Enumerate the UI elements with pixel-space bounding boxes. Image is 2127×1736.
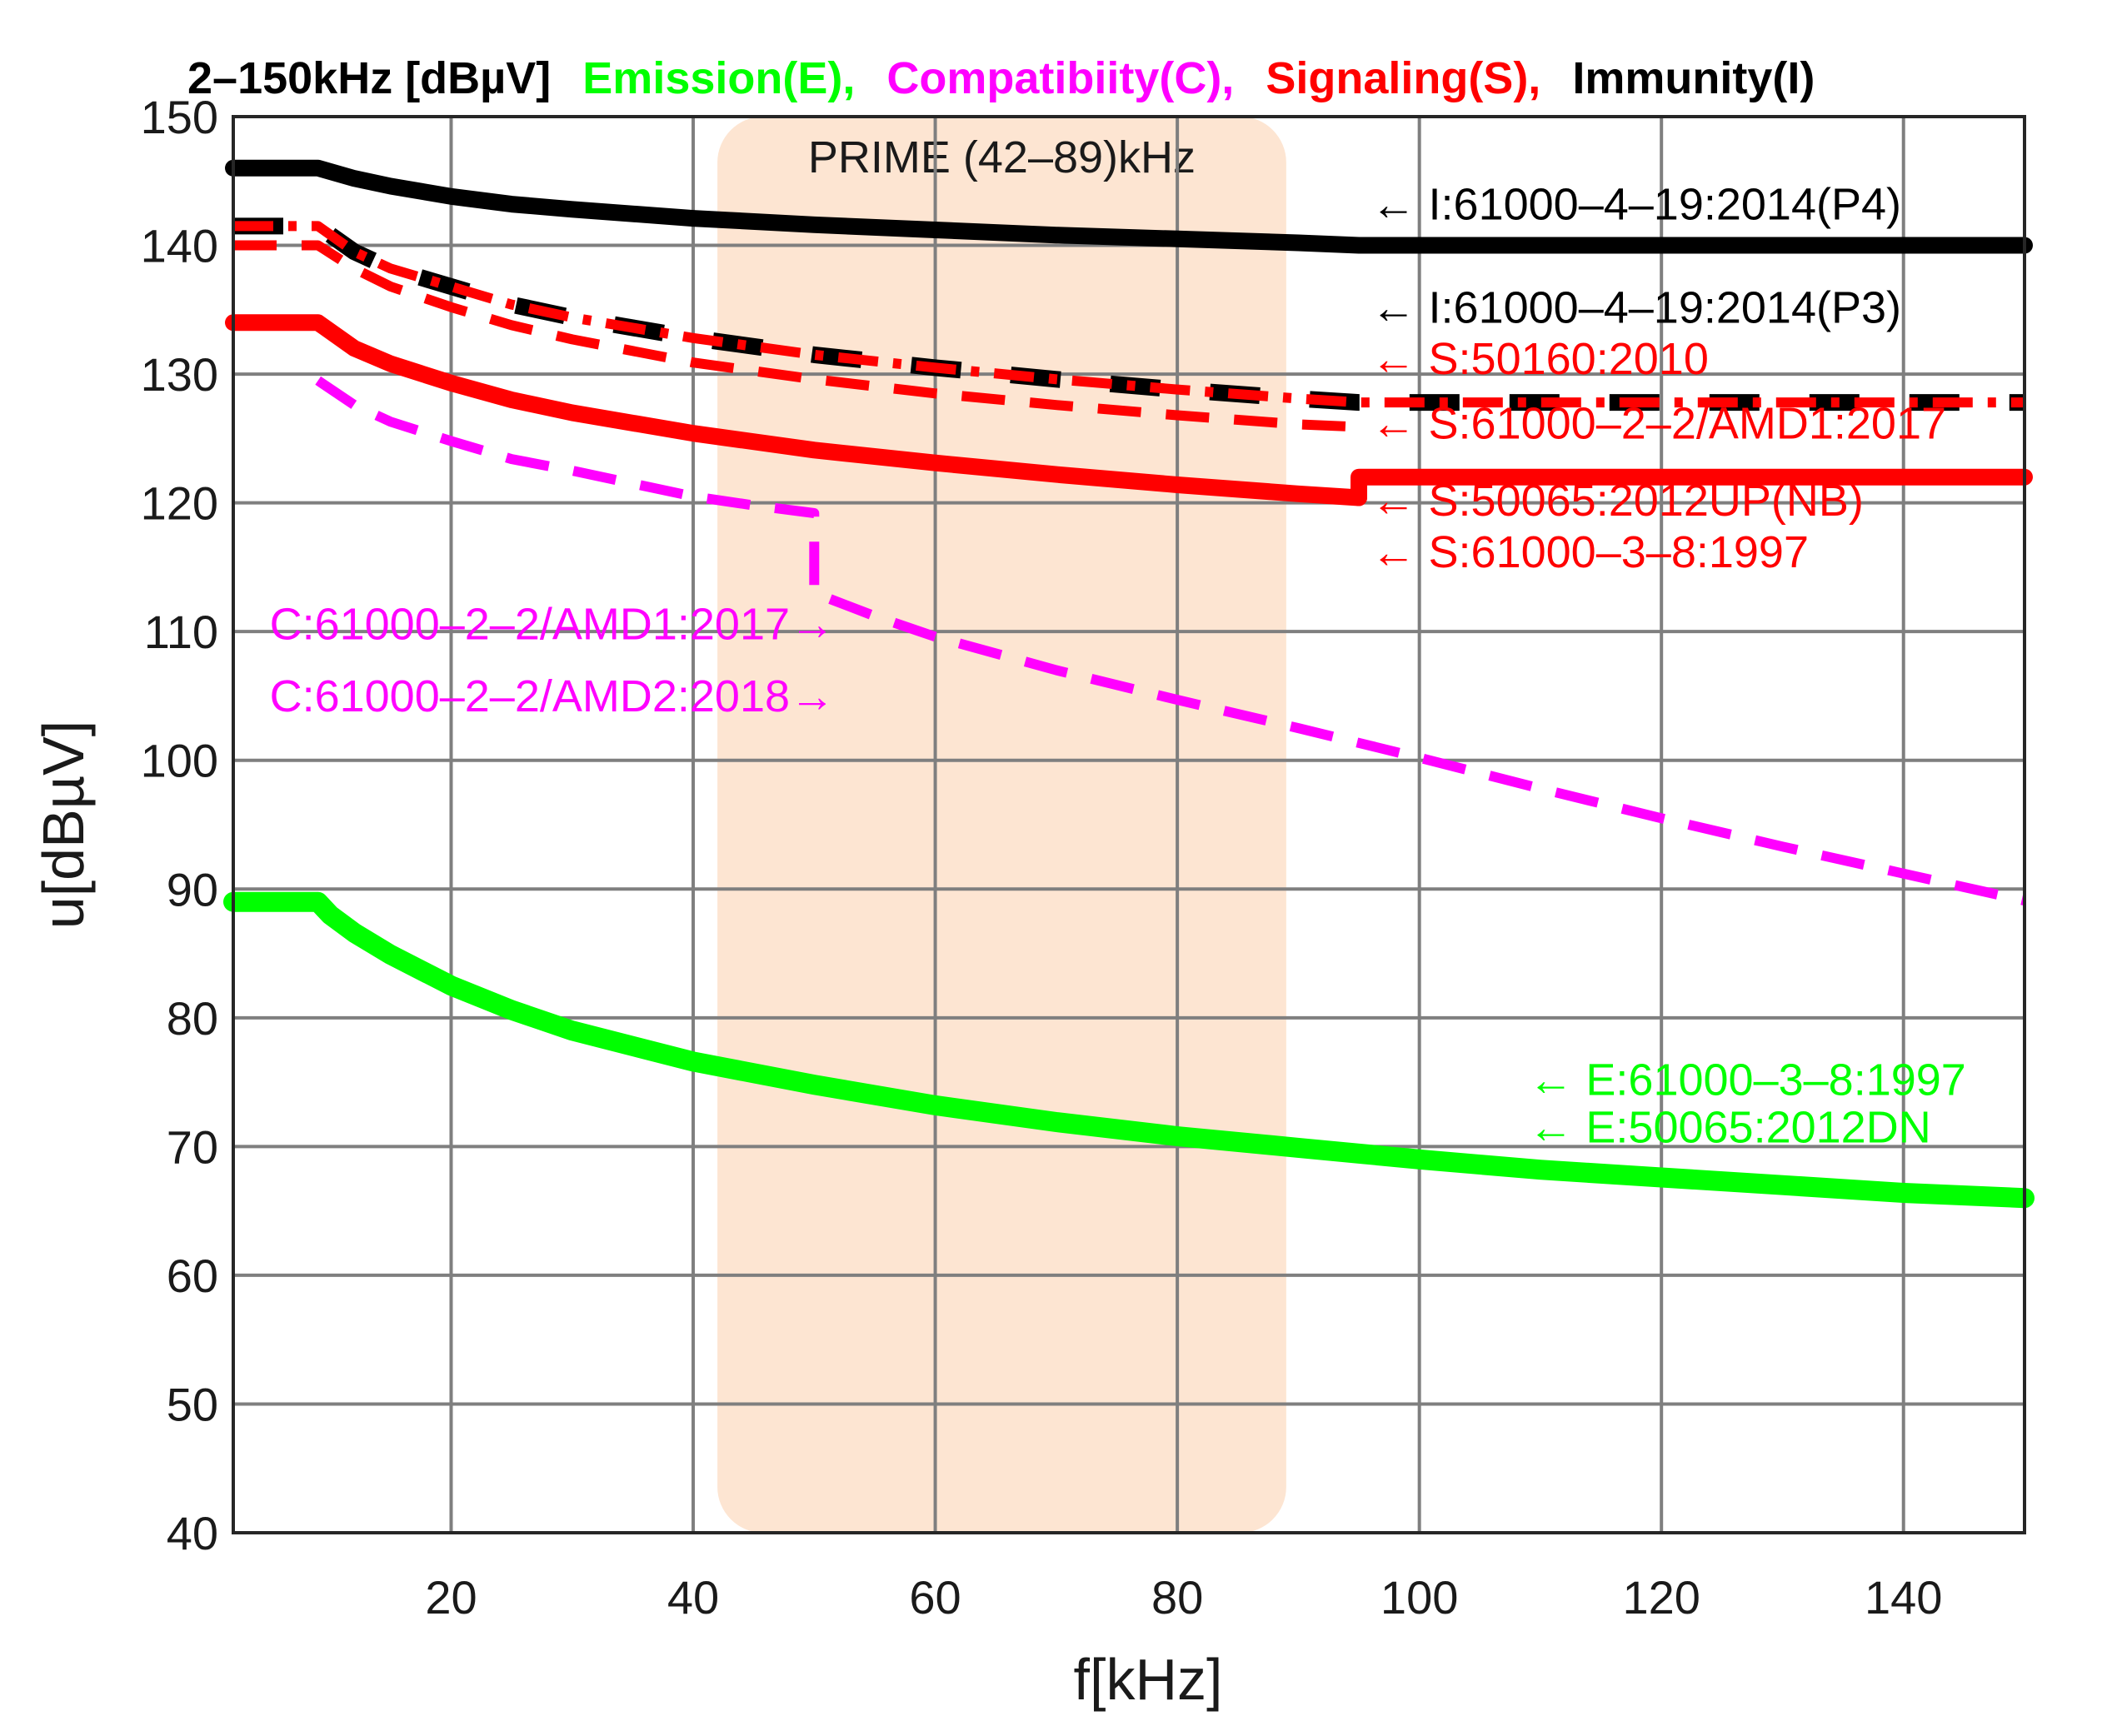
y-tick-label: 70	[167, 1120, 218, 1173]
annotation-label: ← I:61000–4–19:2014(P3)	[1371, 282, 1901, 332]
series-line-0	[225, 159, 2033, 254]
series-line-3	[233, 240, 1360, 432]
chart-title: 2–150kHz [dBµV] Emission(E), Compatibiity(…	[187, 53, 1815, 103]
series-line-4	[225, 314, 1367, 506]
y-tick-label: 60	[167, 1250, 218, 1302]
annotation-label: C:61000–2–2/AMD2:2018→	[270, 671, 835, 721]
y-tick-label: 130	[141, 348, 218, 401]
y-tick-label: 50	[167, 1378, 218, 1430]
prime-band	[717, 117, 1286, 1533]
title-segment: Signaling(S),	[1266, 53, 1540, 103]
x-tick-label: 120	[1622, 1571, 1700, 1624]
prime-band-layer: PRIME (42–89)kHz	[717, 117, 1286, 1533]
annotation-label: ← S:50065:2012UP(NB)	[1371, 476, 1864, 526]
y-tick-label: 140	[141, 220, 218, 272]
x-tick-label: 20	[425, 1571, 477, 1624]
annotation-label: C:61000–2–2/AMD1:2017→	[270, 599, 835, 649]
series-line-5	[1351, 468, 2033, 506]
title-segment: Compatibiity(C),	[886, 53, 1234, 103]
x-tick-label: 40	[667, 1571, 719, 1624]
annotation-layer: ← I:61000–4–19:2014(P4) ← I:61000–4–19:20…	[270, 180, 1966, 1153]
y-tick-label: 150	[141, 91, 218, 143]
x-tick-label: 140	[1865, 1571, 1942, 1624]
plot-frame	[232, 115, 2026, 1534]
series-line-6	[315, 376, 2026, 906]
series-layer	[223, 159, 2035, 1209]
title-segment: Emission(E),	[582, 53, 855, 103]
title-segment: 2–150kHz [dBµV]	[187, 53, 551, 103]
x-tick-label: 80	[1151, 1571, 1203, 1624]
prime-band-label: PRIME (42–89)kHz	[808, 132, 1196, 182]
annotation-label: ← I:61000–4–19:2014(P4)	[1371, 180, 1901, 230]
annotation-label: ← E:61000–3–8:1997	[1528, 1055, 1965, 1105]
annotation-label: ← S:50160:2010	[1371, 334, 1709, 384]
y-tick-label: 110	[144, 606, 218, 658]
y-tick-label: 80	[167, 992, 218, 1045]
series-line-7	[223, 891, 2035, 1209]
annotation-label: ← S:61000–3–8:1997	[1371, 527, 1809, 577]
y-tick-label: 120	[141, 477, 218, 530]
y-tick-label: 90	[167, 863, 218, 915]
y-tick-label: 100	[141, 735, 218, 787]
y-axis-label: u[dBµV]	[31, 721, 96, 929]
annotation-label: ← E:50065:2012DN	[1528, 1103, 1930, 1153]
y-tick-label: 40	[167, 1507, 218, 1559]
x-axis-label: f[kHz]	[1074, 1647, 1223, 1712]
tick-layer: 20 40 60 80 100 120 140 40 50 60 70 80 90 100 110 120 13…	[141, 91, 1943, 1624]
title-segment: Immunity(I)	[1572, 53, 1815, 103]
annotation-label: ← S:61000–2–2/AMD1:2017	[1371, 398, 1946, 448]
x-tick-label: 60	[909, 1571, 961, 1624]
x-tick-label: 100	[1381, 1571, 1458, 1624]
series-line-2	[233, 221, 2025, 408]
